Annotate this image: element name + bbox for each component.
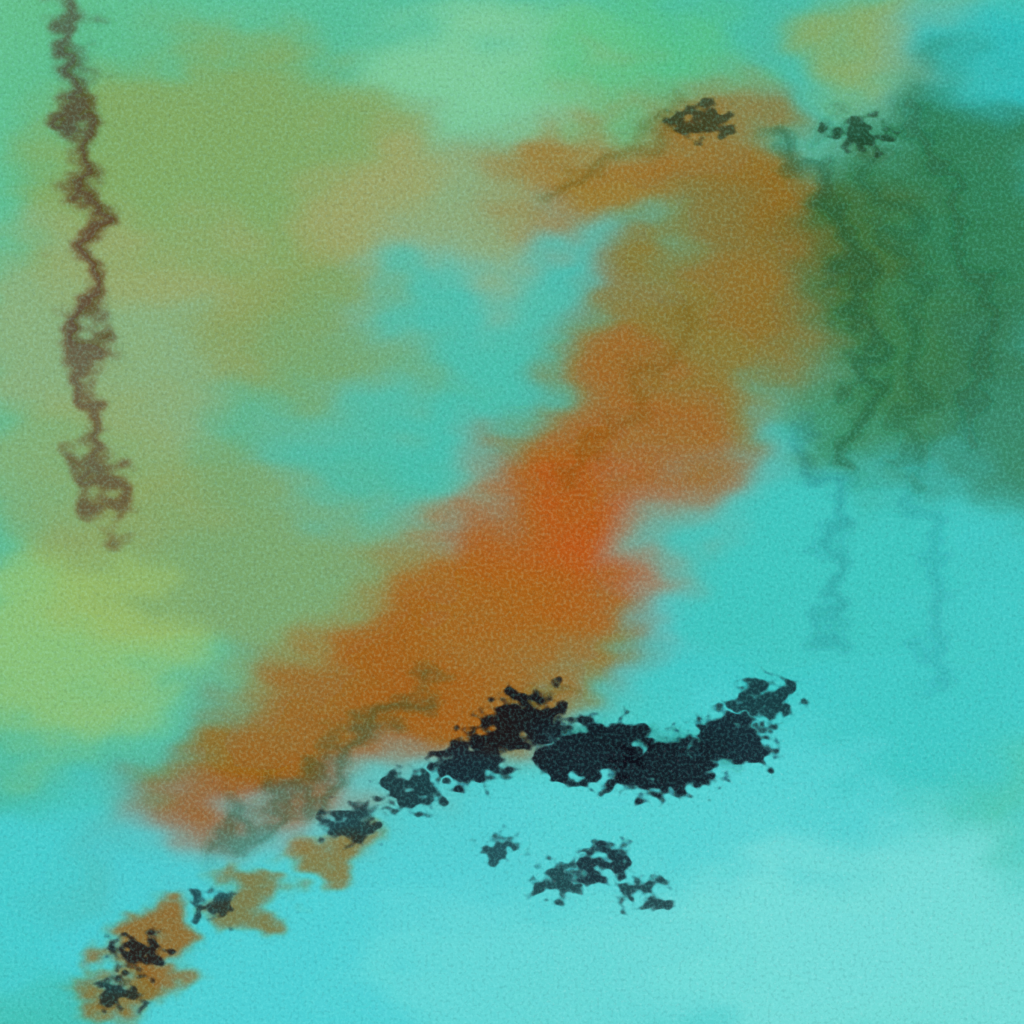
satellite-render — [0, 0, 1024, 1024]
grain-overlay — [0, 0, 1024, 1024]
satellite-image — [0, 0, 1024, 1024]
